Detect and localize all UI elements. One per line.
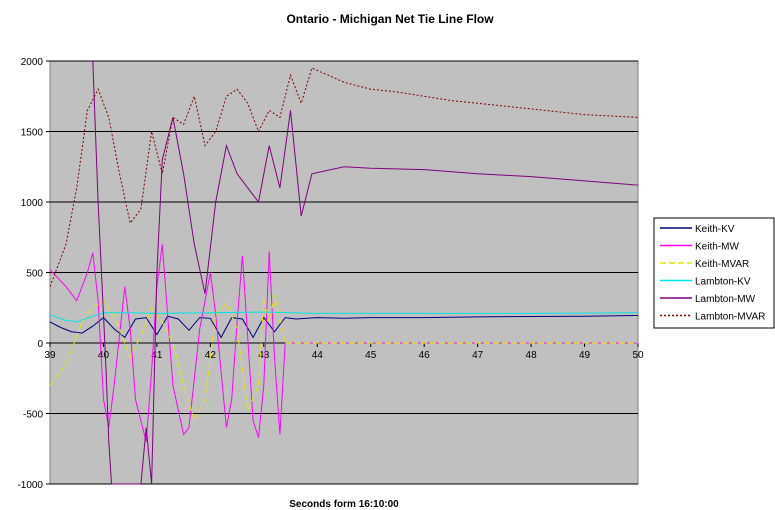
series-lines (49, 60, 639, 485)
x-tick-label: 46 (419, 350, 431, 361)
y-axis: -1000 -500 0 500 1000 1500 2000 (17, 57, 50, 491)
x-tick-label: 50 (632, 350, 644, 361)
x-tick-label: 45 (365, 350, 377, 361)
series-line-keith-mvar (49, 294, 638, 422)
legend: Keith-KV Keith-MW Keith-MVAR Lambton-KV Lamb… (653, 217, 775, 329)
y-tick-label: 500 (26, 269, 43, 280)
series-line-lambton-kv (49, 311, 639, 323)
y-tick-label: 2000 (21, 57, 44, 68)
x-axis-label: Seconds form 16:10:00 (289, 499, 399, 510)
series-line-lambton-mvar (49, 67, 639, 287)
series-line-keith-kv (49, 315, 639, 339)
x-tick-label: 44 (312, 350, 324, 361)
x-tick-label: 48 (526, 350, 538, 361)
x-tick-label: 49 (579, 350, 591, 361)
series-line-keith-mw (49, 244, 638, 442)
legend-label: Keith-KV (695, 224, 735, 235)
y-tick-label: 0 (37, 339, 43, 350)
legend-label: Keith-MW (695, 242, 739, 253)
y-tick-label: -500 (23, 410, 43, 421)
legend-label: Keith-MVAR (695, 259, 749, 270)
x-tick-label: 41 (151, 350, 163, 361)
legend-label: Lambton-KV (695, 277, 751, 288)
x-tick-label: 43 (258, 350, 270, 361)
y-tick-label: 1500 (21, 128, 44, 139)
legend-label: Lambton-MW (695, 294, 756, 305)
chart-title: Ontario - Michigan Net Tie Line Flow (286, 12, 494, 26)
legend-box (653, 217, 775, 329)
x-tick-label: 47 (472, 350, 484, 361)
y-tick-label: 1000 (21, 198, 44, 209)
y-tick-label: -1000 (17, 480, 43, 491)
x-tick-label: 40 (98, 350, 110, 361)
x-tick-label: 39 (44, 350, 56, 361)
series-line-lambton-mw (92, 60, 639, 485)
legend-label: Lambton-MVAR (695, 312, 765, 323)
